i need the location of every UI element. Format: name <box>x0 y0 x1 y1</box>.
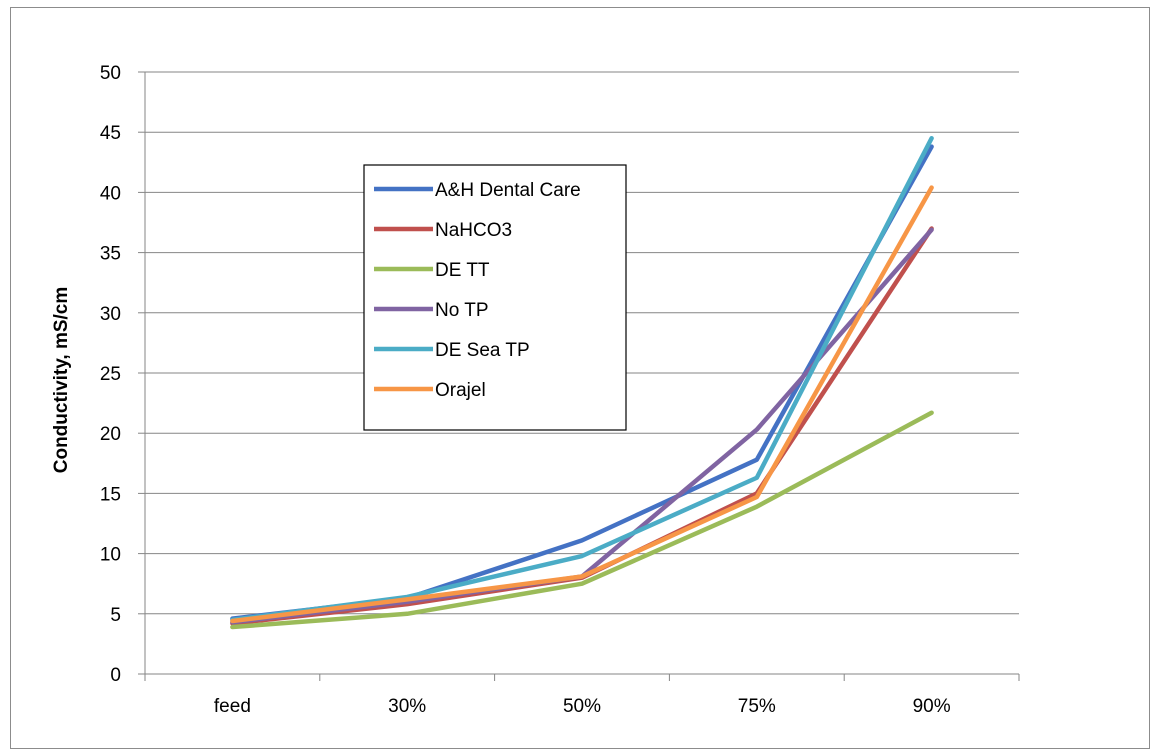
y-tick-label: 50 <box>100 63 121 84</box>
legend-label: DE TT <box>435 260 490 281</box>
y-tick-label: 5 <box>110 605 121 626</box>
x-tick-labels: feed 30% 50% 75% 90% <box>214 696 951 717</box>
series-lines <box>230 135 934 630</box>
x-tick-label: 75% <box>738 696 776 717</box>
y-tick-labels: 0 5 10 15 20 25 30 35 40 45 50 <box>100 63 121 686</box>
legend-label: NaHCO3 <box>435 220 512 241</box>
legend-box <box>363 164 627 431</box>
y-tick-label: 25 <box>100 364 121 385</box>
x-tick-label: feed <box>214 696 251 717</box>
x-tick-label: 30% <box>388 696 426 717</box>
legend-label: DE Sea TP <box>435 340 530 361</box>
legend: A&H Dental Care NaHCO3 DE TT No TP DE Sea TP… <box>363 164 627 431</box>
x-tick-label: 50% <box>563 696 601 717</box>
y-axis-title: Conductivity, mS/cm <box>51 287 72 474</box>
line-chart: 0 5 10 15 20 25 30 35 40 45 50 feed 30% 50% 75% 90% Co… <box>51 63 1020 717</box>
y-tick-label: 40 <box>100 183 121 204</box>
y-tick-label: 45 <box>100 123 121 144</box>
y-tick-label: 20 <box>100 424 121 445</box>
legend-label: A&H Dental Care <box>435 180 581 201</box>
legend-label: Orajel <box>435 380 486 401</box>
chart-frame: 0 5 10 15 20 25 30 35 40 45 50 feed 30% 50% 75% 90% Co… <box>10 7 1150 749</box>
y-tick-label: 10 <box>100 545 121 566</box>
series-line-2 <box>230 410 934 630</box>
legend-label: No TP <box>435 300 489 321</box>
y-tick-label: 30 <box>100 304 121 325</box>
axes <box>144 72 1020 681</box>
y-tick-label: 35 <box>100 244 121 265</box>
y-tick-label: 15 <box>100 484 121 505</box>
series-line-5 <box>230 185 934 624</box>
x-tick-label: 90% <box>913 696 951 717</box>
y-tick-label: 0 <box>110 665 121 686</box>
